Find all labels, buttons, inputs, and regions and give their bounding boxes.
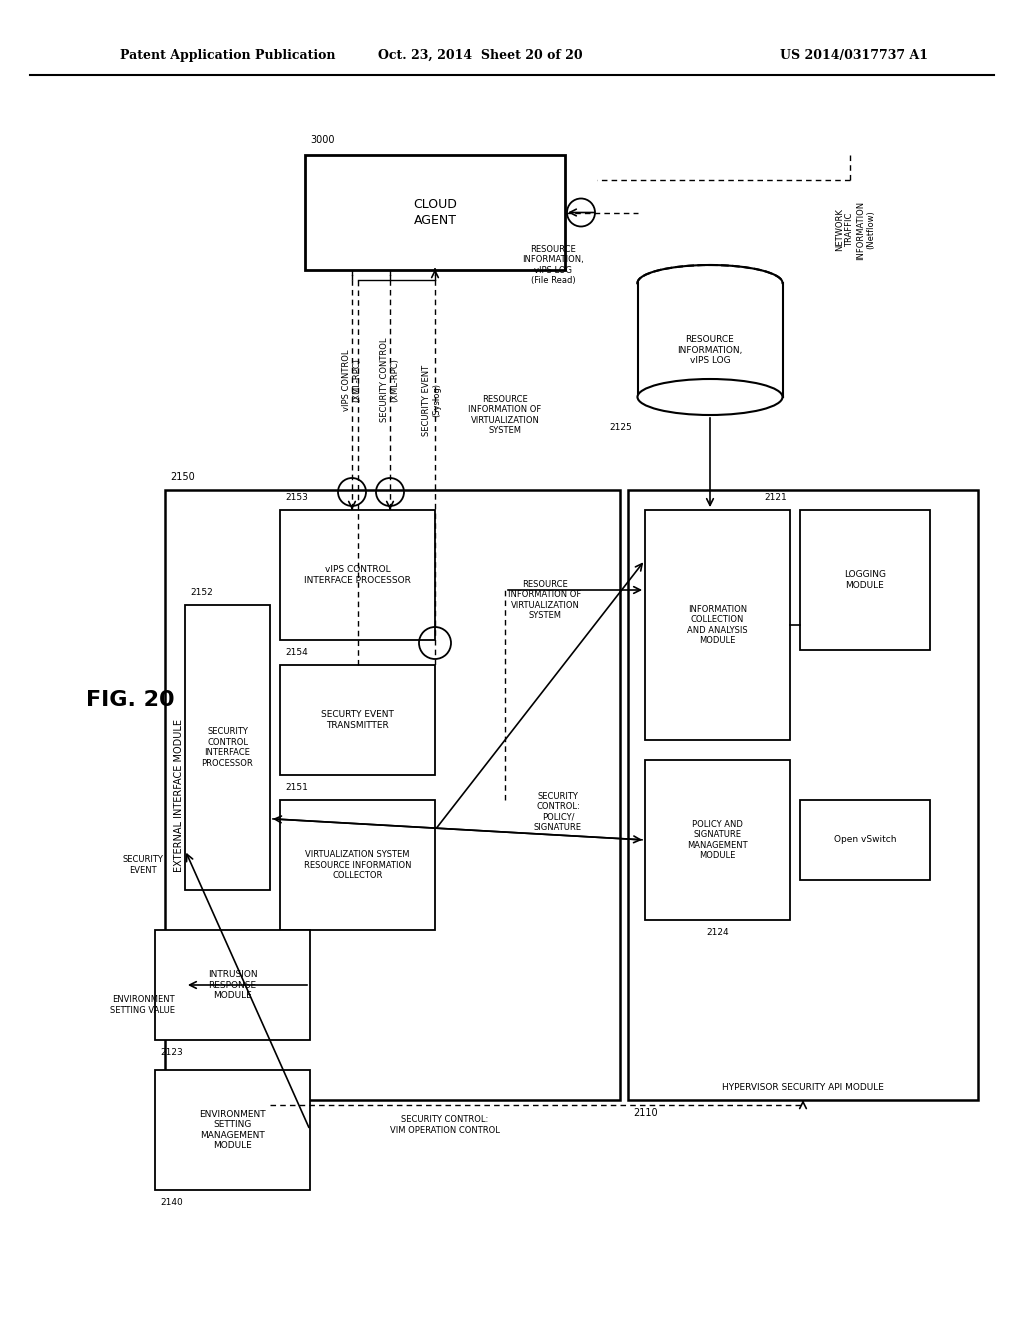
Bar [155, 1071, 310, 1191]
Text: 2154: 2154 [285, 648, 308, 657]
Text: vIPS CONTROL
(XML-RPC): vIPS CONTROL (XML-RPC) [342, 350, 361, 411]
Text: SECURITY
EVENT: SECURITY EVENT [123, 855, 164, 875]
Text: 3000: 3000 [310, 135, 335, 145]
Bar [305, 154, 565, 271]
Text: INFORMATION
COLLECTION
AND ANALYSIS
MODULE: INFORMATION COLLECTION AND ANALYSIS MODU… [687, 605, 748, 645]
Ellipse shape [638, 265, 782, 301]
Text: 2124: 2124 [707, 928, 729, 937]
Text: Patent Application Publication: Patent Application Publication [120, 49, 336, 62]
Text: SECURITY CONTROL:
VIM OPERATION CONTROL: SECURITY CONTROL: VIM OPERATION CONTROL [390, 1115, 500, 1135]
Text: POLICY AND
SIGNATURE
MANAGEMENT
MODULE: POLICY AND SIGNATURE MANAGEMENT MODULE [687, 820, 748, 861]
Text: HYPERVISOR SECURITY API MODULE: HYPERVISOR SECURITY API MODULE [722, 1084, 884, 1093]
Text: ENVIRONMENT
SETTING VALUE: ENVIRONMENT SETTING VALUE [111, 995, 175, 1015]
Text: US 2014/0317737 A1: US 2014/0317737 A1 [780, 49, 928, 62]
Text: Oct. 23, 2014  Sheet 20 of 20: Oct. 23, 2014 Sheet 20 of 20 [378, 49, 583, 62]
Bar [155, 931, 310, 1040]
Text: RESOURCE
INFORMATION,
vIPS LOG
(File Read): RESOURCE INFORMATION, vIPS LOG (File Rea… [522, 246, 584, 285]
Text: CLOUD
AGENT: CLOUD AGENT [413, 198, 457, 227]
Text: NETWORK
TRAFFIC
INFORMATION
(Netflow): NETWORK TRAFFIC INFORMATION (Netflow) [835, 201, 876, 260]
Bar [165, 490, 620, 1100]
Bar [185, 605, 270, 890]
Text: 2125: 2125 [609, 422, 633, 432]
Text: FIG. 20: FIG. 20 [86, 690, 174, 710]
Text: RESOURCE
INFORMATION,
vIPS LOG: RESOURCE INFORMATION, vIPS LOG [677, 335, 742, 364]
Text: RESOURCE
INFORMATION OF
VIRTUALIZATION
SYSTEM: RESOURCE INFORMATION OF VIRTUALIZATION S… [468, 395, 542, 436]
Bar [645, 510, 790, 741]
Ellipse shape [638, 379, 782, 414]
Bar [800, 800, 930, 880]
Text: SECURITY CONTROL
(XML-RPC): SECURITY CONTROL (XML-RPC) [380, 338, 399, 422]
Text: SECURITY EVENT
(Syslog): SECURITY EVENT (Syslog) [422, 364, 441, 436]
Text: 2150: 2150 [170, 473, 195, 482]
Text: EXTERNAL INTERFACE MODULE: EXTERNAL INTERFACE MODULE [174, 718, 184, 871]
Bar [280, 665, 435, 775]
Text: 2140: 2140 [160, 1199, 182, 1206]
Text: VIRTUALIZATION SYSTEM
RESOURCE INFORMATION
COLLECTOR: VIRTUALIZATION SYSTEM RESOURCE INFORMATI… [304, 850, 412, 880]
Text: RESOURCE
INFORMATION OF
VIRTUALIZATION
SYSTEM: RESOURCE INFORMATION OF VIRTUALIZATION S… [508, 579, 582, 620]
Text: INTRUSION
RESPONSE
MODULE: INTRUSION RESPONSE MODULE [208, 970, 257, 1001]
Text: Open vSwitch: Open vSwitch [834, 836, 896, 845]
Text: SECURITY
CONTROL
INTERFACE
PROCESSOR: SECURITY CONTROL INTERFACE PROCESSOR [202, 727, 253, 768]
Text: 2121: 2121 [764, 492, 787, 502]
Text: ENVIRONMENT
SETTING
MANAGEMENT
MODULE: ENVIRONMENT SETTING MANAGEMENT MODULE [200, 1110, 266, 1150]
Text: 2123: 2123 [160, 1048, 182, 1057]
Text: LOGGING
MODULE: LOGGING MODULE [844, 570, 886, 590]
Text: 2110: 2110 [633, 1107, 657, 1118]
Text: 2153: 2153 [285, 492, 308, 502]
Bar [280, 510, 435, 640]
Text: 2151: 2151 [285, 783, 308, 792]
Bar [800, 510, 930, 649]
Bar [628, 490, 978, 1100]
Bar [638, 282, 782, 397]
Bar [280, 800, 435, 931]
Text: 2152: 2152 [190, 587, 213, 597]
Text: vIPS CONTROL
INTERFACE PROCESSOR: vIPS CONTROL INTERFACE PROCESSOR [304, 565, 411, 585]
Text: SECURTY EVENT
TRANSMITTER: SECURTY EVENT TRANSMITTER [322, 710, 394, 730]
Bar [645, 760, 790, 920]
Text: SECURITY
CONTROL:
POLICY/
SIGNATURE: SECURITY CONTROL: POLICY/ SIGNATURE [534, 792, 582, 832]
